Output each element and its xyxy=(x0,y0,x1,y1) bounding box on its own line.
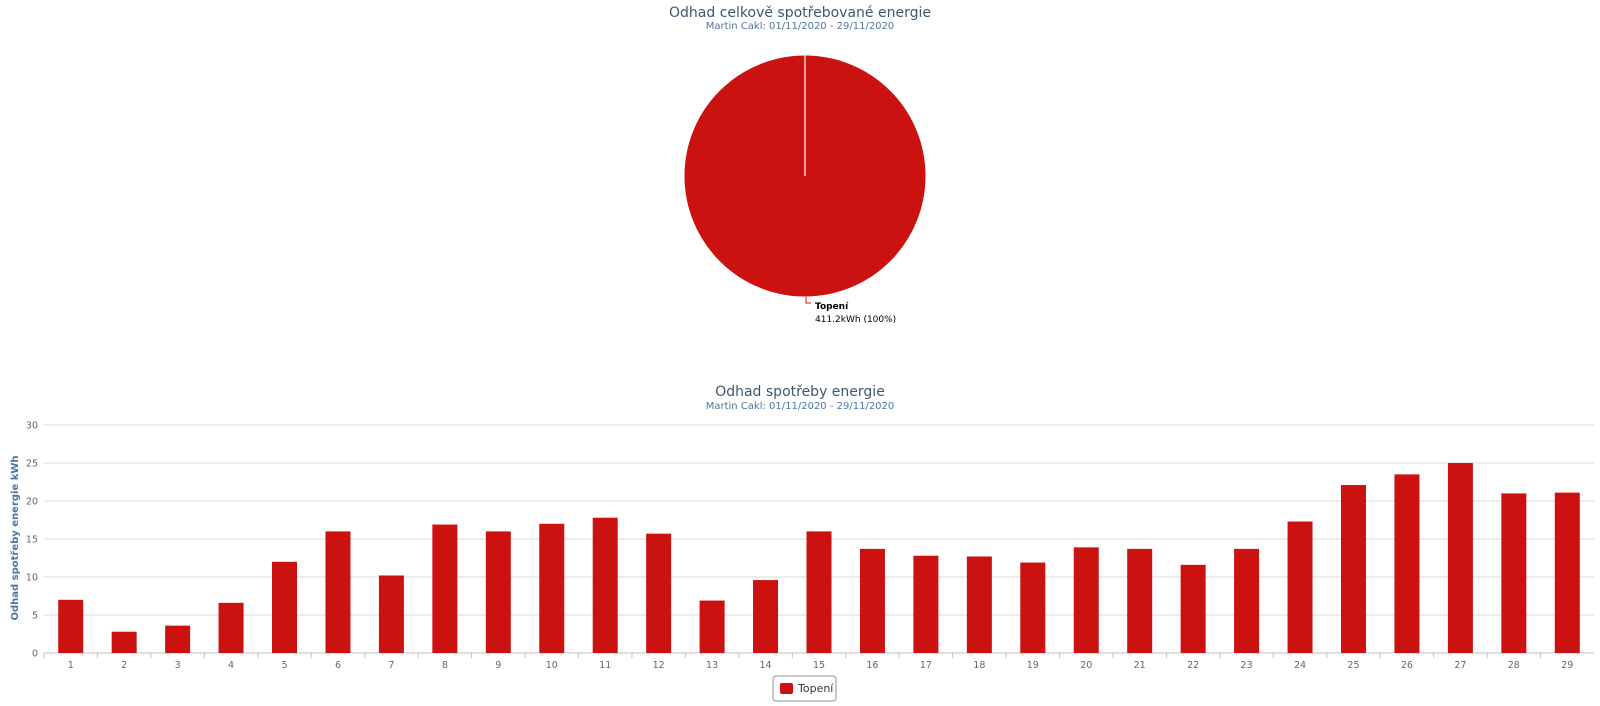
x-tick-label: 13 xyxy=(706,660,718,671)
pie-chart-subtitle: Martin Cakl: 01/11/2020 - 29/11/2020 xyxy=(706,21,895,32)
x-tick-label: 4 xyxy=(228,660,234,671)
x-tick-label: 2 xyxy=(121,660,127,671)
bar-13[interactable] xyxy=(699,600,725,653)
pie-slice-label-value: 411.2kWh (100%) xyxy=(815,315,896,325)
y-tick-label: 5 xyxy=(32,611,38,622)
bar-22[interactable] xyxy=(1180,564,1206,653)
bar-4[interactable] xyxy=(218,602,244,653)
pie-slice-label-name: Topení xyxy=(815,302,849,312)
x-tick-label: 3 xyxy=(175,660,181,671)
legend-item-label[interactable]: Topení xyxy=(797,682,834,695)
y-tick-label: 10 xyxy=(26,573,38,584)
legend-box xyxy=(772,675,837,702)
bar-12[interactable] xyxy=(646,533,672,653)
x-tick-label: 17 xyxy=(920,660,932,671)
pie-chart: Odhad celkově spotřebované energie Marti… xyxy=(669,5,931,325)
pie-chart-title: Odhad celkově spotřebované energie xyxy=(669,5,931,21)
x-tick-label: 23 xyxy=(1241,660,1253,671)
bar-6[interactable] xyxy=(325,531,351,653)
y-tick-label: 15 xyxy=(26,535,38,546)
x-tick-label: 21 xyxy=(1134,660,1146,671)
pie-label-connector xyxy=(805,297,811,304)
x-tick-label: 14 xyxy=(760,660,772,671)
x-tick-label: 6 xyxy=(335,660,341,671)
bar-5[interactable] xyxy=(272,561,298,653)
x-tick-label: 27 xyxy=(1454,660,1466,671)
bar-2[interactable] xyxy=(111,631,137,653)
bar-19[interactable] xyxy=(1020,562,1046,653)
bar-20[interactable] xyxy=(1073,547,1099,653)
x-tick-label: 5 xyxy=(281,660,287,671)
bar-15[interactable] xyxy=(806,531,832,653)
bar-7[interactable] xyxy=(378,575,404,653)
bar-24[interactable] xyxy=(1287,521,1313,653)
bar-9[interactable] xyxy=(485,531,511,653)
bar-3[interactable] xyxy=(165,625,191,653)
bar-21[interactable] xyxy=(1127,548,1153,653)
bar-1[interactable] xyxy=(58,599,84,653)
x-tick-label: 16 xyxy=(866,660,878,671)
y-tick-label: 0 xyxy=(32,649,38,660)
bar-16[interactable] xyxy=(859,548,885,653)
bar-25[interactable] xyxy=(1340,485,1366,653)
x-tick-label: 25 xyxy=(1347,660,1359,671)
bar-14[interactable] xyxy=(753,580,779,653)
x-tick-label: 7 xyxy=(388,660,394,671)
x-tick-label: 11 xyxy=(599,660,611,671)
y-tick-label: 30 xyxy=(26,421,38,432)
x-tick-label: 10 xyxy=(546,660,558,671)
bar-26[interactable] xyxy=(1394,474,1420,653)
x-tick-label: 1 xyxy=(68,660,74,671)
bar-29[interactable] xyxy=(1554,492,1580,653)
bar-28[interactable] xyxy=(1501,493,1527,653)
y-tick-label: 20 xyxy=(26,497,38,508)
y-axis-label: Odhad spotřeby energie kWh xyxy=(9,455,21,620)
bar-27[interactable] xyxy=(1447,463,1473,653)
legend[interactable]: Topení xyxy=(772,675,837,702)
x-tick-label: 26 xyxy=(1401,660,1413,671)
x-tick-label: 24 xyxy=(1294,660,1306,671)
x-tick-label: 29 xyxy=(1561,660,1573,671)
bar-chart-subtitle: Martin Cakl: 01/11/2020 - 29/11/2020 xyxy=(706,401,895,412)
bar-17[interactable] xyxy=(913,555,939,653)
x-tick-label: 15 xyxy=(813,660,825,671)
x-tick-label: 22 xyxy=(1187,660,1199,671)
bar-23[interactable] xyxy=(1234,548,1260,653)
bar-18[interactable] xyxy=(966,556,992,653)
bar-10[interactable] xyxy=(539,523,565,653)
legend-swatch xyxy=(780,683,793,694)
x-tick-label: 19 xyxy=(1027,660,1039,671)
x-tick-label: 28 xyxy=(1508,660,1520,671)
x-tick-label: 20 xyxy=(1080,660,1092,671)
y-tick-label: 25 xyxy=(26,459,38,470)
x-tick-label: 8 xyxy=(442,660,448,671)
x-tick-label: 12 xyxy=(653,660,665,671)
bar-8[interactable] xyxy=(432,524,458,653)
bar-11[interactable] xyxy=(592,517,618,653)
bar-chart-title: Odhad spotřeby energie xyxy=(715,384,885,400)
x-tick-label: 18 xyxy=(973,660,985,671)
x-tick-label: 9 xyxy=(495,660,501,671)
